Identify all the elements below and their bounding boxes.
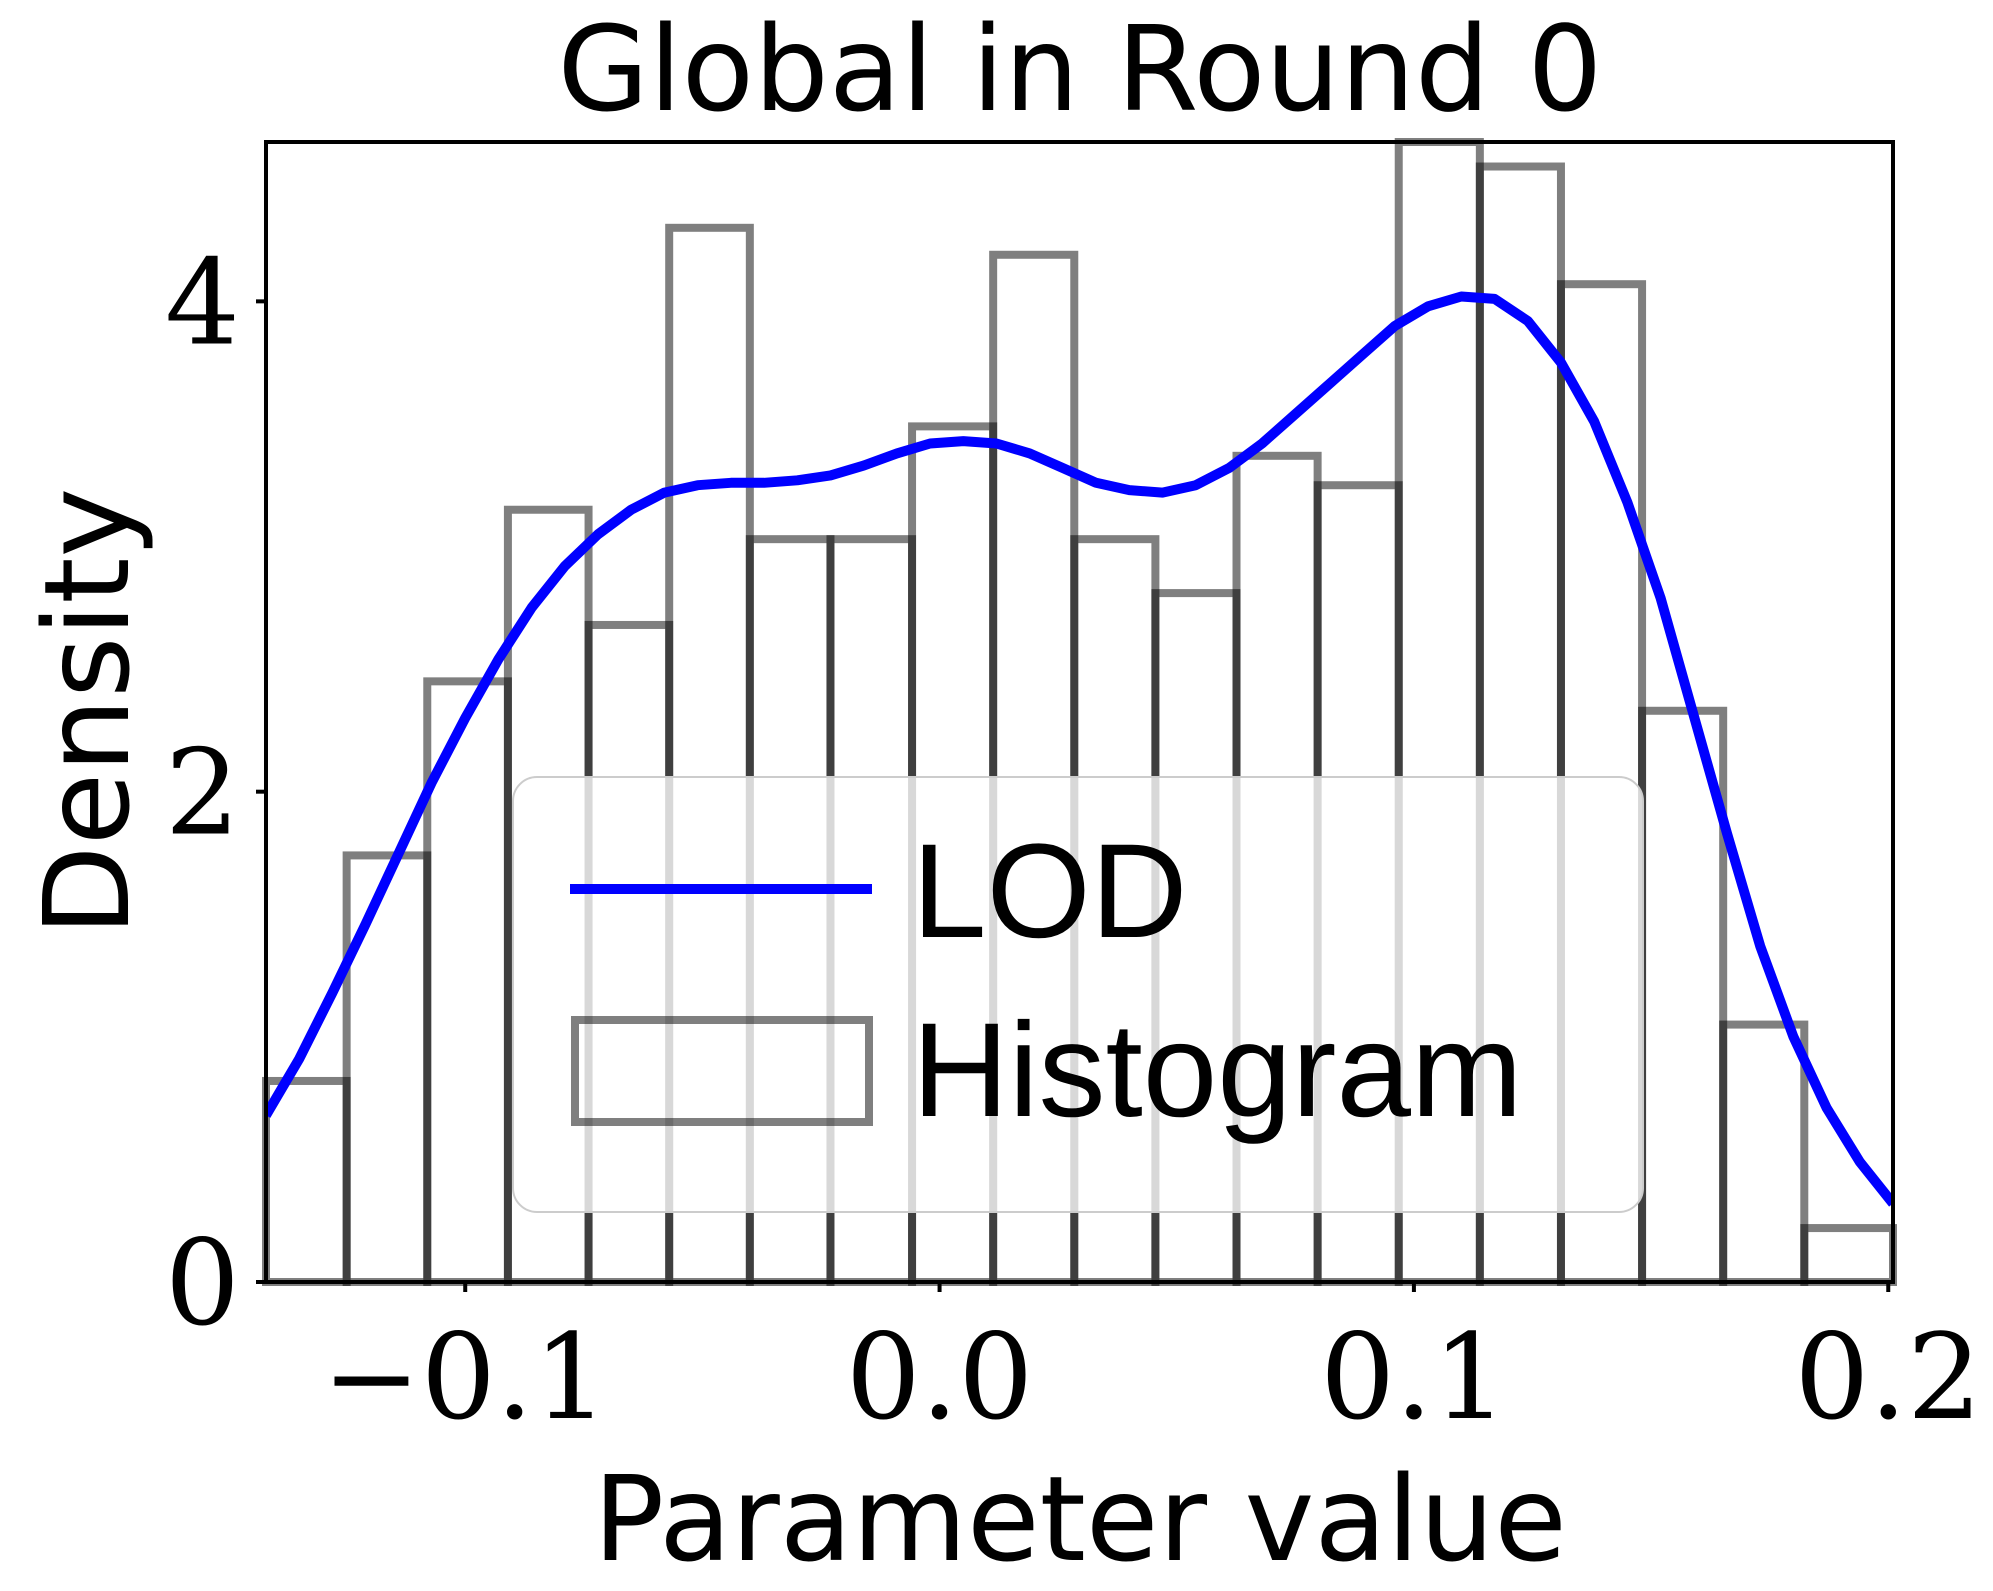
histogram-bar — [262, 1076, 351, 1287]
lod-curve — [266, 291, 1893, 1207]
x-axis-ticks: −0.1 0.0 0.1 0.2 — [322, 1282, 1982, 1446]
legend-histogram-swatch — [571, 1016, 873, 1126]
y-tick-label: 2 — [165, 724, 240, 862]
y-tick-label: 4 — [165, 233, 240, 371]
y-tick-label: 0 — [165, 1214, 240, 1352]
x-tick-label: 0.1 — [1320, 1308, 1508, 1446]
plot-frame — [264, 140, 1895, 1284]
y-axis-label: Density — [18, 488, 156, 937]
x-tick-label: −0.1 — [322, 1308, 609, 1446]
legend-lod-label: LOD — [912, 817, 1188, 966]
x-axis-label: Parameter value — [593, 1450, 1567, 1588]
legend: LOD Histogram — [512, 776, 1644, 1213]
lod-curve-layer — [266, 291, 1893, 1207]
y-axis-ticks: 0 2 4 — [165, 233, 266, 1352]
chart-title: Global in Round 0 — [558, 0, 1603, 138]
histogram-bar — [1638, 706, 1728, 1286]
x-tick-label: 0.2 — [1794, 1308, 1982, 1446]
histogram-bar — [1719, 1020, 1809, 1287]
histogram-bar — [1800, 1224, 1897, 1287]
histogram-bar — [342, 851, 432, 1287]
legend-histogram-label: Histogram — [912, 996, 1523, 1145]
x-tick-label: 0.0 — [846, 1308, 1034, 1446]
